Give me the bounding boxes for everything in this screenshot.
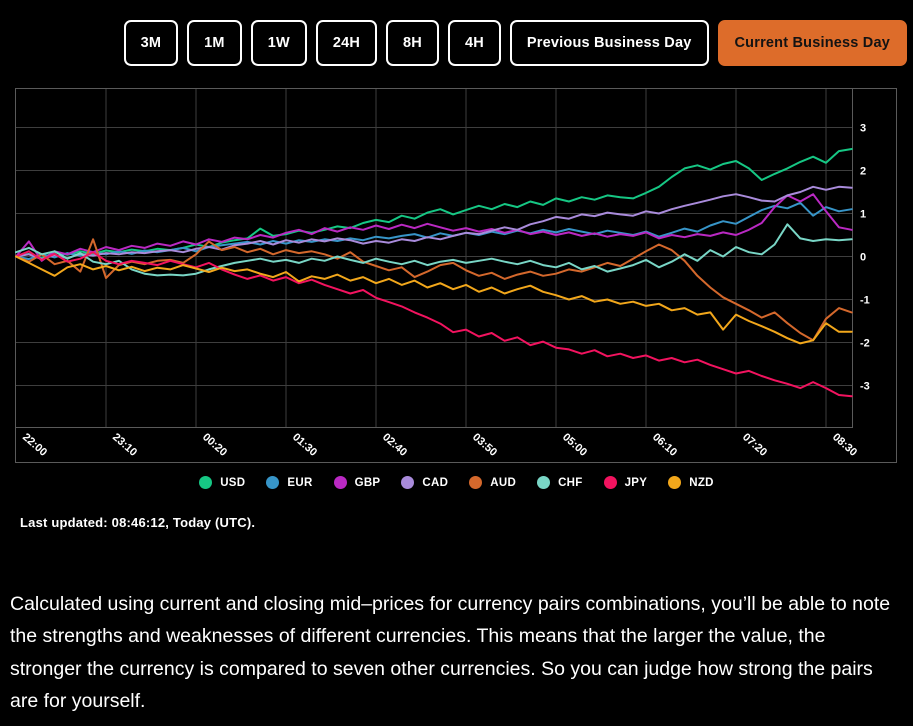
legend-item-nzd[interactable]: NZD [668,476,714,489]
legend-item-gbp[interactable]: GBP [333,476,381,489]
x-axis-label: 02:40 [380,431,409,459]
legend-label: NZD [689,476,714,489]
series-line-cad [15,185,853,261]
toolbar: 3M 1M 1W 24H 8H 4H Previous Business Day Curren… [0,0,913,66]
legend-dot-eur [266,476,280,489]
legend-item-jpy[interactable]: JPY [603,476,648,489]
range-button-previous-business-day[interactable]: Previous Business Day [509,20,709,66]
legend-dot-usd [199,476,213,489]
legend-dot-gbp [333,476,347,489]
plot-area-border [15,88,853,428]
y-axis-label: 0 [860,252,866,264]
legend-label: USD [220,476,246,489]
x-axis-label: 23:10 [110,431,139,459]
legend-dot-aud [469,476,483,489]
x-axis-label: 08:30 [830,431,859,459]
x-axis-label: 05:00 [560,431,589,459]
x-axis-label: 06:10 [650,431,679,459]
range-button-24h[interactable]: 24H [315,20,378,66]
series-line-chf [15,223,853,277]
chart-frame [15,88,897,463]
legend-item-usd[interactable]: USD [199,476,245,489]
y-axis-label: 3 [860,123,866,135]
legend-item-aud[interactable]: AUD [469,476,516,489]
legend-label: CAD [422,476,449,489]
legend-label: CHF [558,476,583,489]
series-line-aud [15,238,853,342]
x-axis-label: 01:30 [290,431,319,459]
legend-item-chf[interactable]: CHF [537,476,583,489]
description-text: Calculated using current and closing mid… [10,593,891,713]
legend-item-eur[interactable]: EUR [266,476,312,489]
range-button-4h[interactable]: 4H [447,20,501,66]
legend-dot-chf [537,476,551,489]
range-button-8h[interactable]: 8H [386,20,439,66]
y-axis-label: -1 [860,295,870,307]
last-updated-text: Last updated: 08:46:12, Today (UTC). [20,515,256,530]
legend-label: GBP [354,476,381,489]
series-line-nzd [15,255,853,345]
series-line-gbp [15,193,853,262]
legend-dot-cad [401,476,415,489]
y-axis-label: 2 [860,166,866,178]
chart-svg[interactable]: 3 2 1 0 -1 -2 -3 22:00 23:10 00:20 01:30 02:40 03:50… [15,88,898,463]
series-line-usd [15,148,853,260]
legend-label: AUD [490,476,517,489]
range-button-3m[interactable]: 3M [123,20,179,66]
x-axis-label: 07:20 [740,431,769,459]
range-button-1m[interactable]: 1M [187,20,242,66]
y-axis-label: -2 [860,338,870,350]
legend-label: EUR [287,476,313,489]
currency-strength-chart: 3 2 1 0 -1 -2 -3 22:00 23:10 00:20 01:30 02:40 03:50… [15,88,898,463]
y-axis-label: 1 [860,209,866,221]
y-axis-label: -3 [860,381,870,393]
range-button-current-business-day[interactable]: Current Business Day [717,20,907,66]
legend-dot-jpy [603,476,617,489]
chart-legend: USD EUR GBP CAD AUD CHF JPY NZD [0,476,913,489]
legend-item-cad[interactable]: CAD [401,476,448,489]
x-axis-label: 03:50 [470,431,499,459]
x-axis-label: 22:00 [20,431,49,459]
series-line-jpy [15,250,853,398]
x-axis-label: 00:20 [200,431,229,459]
range-button-1w[interactable]: 1W [250,20,307,66]
legend-dot-nzd [668,476,682,489]
legend-label: JPY [624,476,648,489]
